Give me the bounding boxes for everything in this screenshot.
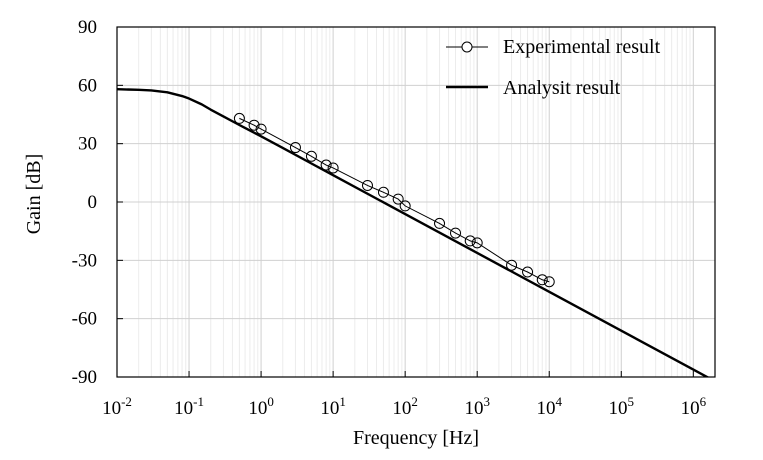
x-axis-title: Frequency [Hz] [353,427,479,449]
data-point-experimental [305,150,317,162]
series-line-analysis [117,88,710,377]
y-tick-label: 30 [78,134,97,155]
series-line-experimental [239,117,550,283]
x-tick-label-exponent: 1 [339,394,346,409]
x-tick-label-base: 10 [102,398,121,419]
x-tick-label-exponent: -2 [121,394,132,409]
data-point-experimental [320,159,332,171]
data-point-experimental [506,259,518,271]
data-point-experimental [327,162,339,174]
grid-lines [116,26,715,378]
legend-label-analysis: Analysit result [503,77,621,99]
legend: Experimental result Analysit result [446,36,661,99]
x-tick-label: 10-2 [102,394,132,419]
y-axis-title: Gain [dB] [23,154,45,235]
data-point-experimental [248,119,260,131]
y-tick-label: 60 [78,75,97,96]
x-tick-label-exponent: 0 [267,394,274,409]
x-tick-label-base: 10 [536,398,555,419]
axis-ticks [116,26,694,378]
x-tick-label: 105 [609,394,635,419]
legend-item-experimental: Experimental result [446,36,661,58]
x-tick-label-exponent: 6 [700,394,707,409]
axis-tick-labels: 10-2 10-1 100 101 102 103 104 105 1069060300-30-… [72,17,707,419]
data-point-experimental [522,266,534,278]
data-point-experimental [471,237,483,249]
x-tick-label: 106 [681,394,707,419]
series-layer [117,88,710,377]
data-point-experimental [450,227,462,239]
data-point-experimental [392,193,404,205]
x-tick-label-base: 10 [174,398,193,419]
y-tick-label: -30 [72,250,97,271]
x-tick-label: 103 [464,394,490,419]
x-tick-label-base: 10 [392,398,411,419]
x-tick-label-exponent: 4 [555,394,562,409]
y-tick-label: -90 [72,367,97,388]
legend-item-analysis: Analysit result [446,77,621,99]
y-tick-label: -60 [72,309,97,330]
x-tick-label-base: 10 [609,398,628,419]
x-tick-label: 101 [320,394,346,419]
data-point-experimental [233,112,245,124]
x-tick-label-exponent: 5 [628,394,635,409]
x-tick-label-base: 10 [681,398,700,419]
x-tick-label: 104 [536,394,562,419]
x-tick-label: 10-1 [174,394,204,419]
x-tick-label-exponent: -1 [193,394,204,409]
x-tick-label: 100 [248,394,274,419]
data-point-experimental [399,200,411,212]
data-point-experimental [361,179,373,191]
data-point-experimental [434,217,446,229]
x-tick-label-base: 10 [320,398,339,419]
x-tick-label-exponent: 2 [411,394,418,409]
legend-label-experimental: Experimental result [503,36,661,58]
x-tick-label: 102 [392,394,418,419]
legend-marker-experimental [461,41,473,53]
data-point-experimental [536,274,548,286]
data-point-experimental [464,235,476,247]
data-point-experimental [255,123,267,135]
x-tick-label-base: 10 [248,398,267,419]
y-tick-label: 0 [88,192,98,213]
y-tick-label: 90 [78,17,97,38]
data-point-experimental [377,186,389,198]
x-tick-label-base: 10 [464,398,483,419]
x-tick-label-exponent: 3 [483,394,490,409]
data-point-experimental [543,276,555,288]
data-point-experimental [289,142,301,154]
